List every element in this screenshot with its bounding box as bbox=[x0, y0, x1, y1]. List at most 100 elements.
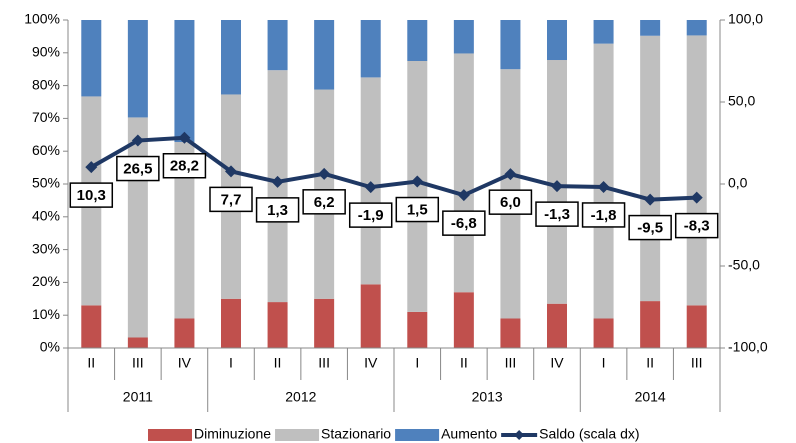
line-marker bbox=[644, 193, 657, 206]
data-label-box bbox=[116, 155, 160, 182]
data-label-box bbox=[302, 189, 346, 215]
x-tick-label: III bbox=[691, 355, 703, 371]
line-marker bbox=[551, 180, 563, 193]
y-tick-label: 0% bbox=[40, 339, 60, 355]
line-marker bbox=[318, 167, 331, 180]
line-marker bbox=[411, 175, 424, 188]
data-label: 1,3 bbox=[267, 202, 288, 219]
line-marker bbox=[178, 131, 191, 144]
line-marker bbox=[504, 168, 517, 181]
y2-tick-label: 50,0 bbox=[728, 93, 755, 109]
bar-segment bbox=[267, 20, 288, 71]
x-tick-label: III bbox=[318, 355, 330, 371]
legend-marker bbox=[514, 430, 525, 440]
y-tick-label: 30% bbox=[32, 240, 60, 256]
data-label-box bbox=[628, 214, 672, 241]
data-label-box bbox=[162, 153, 207, 179]
data-label-box bbox=[442, 210, 486, 236]
data-label: -1,8 bbox=[591, 207, 617, 224]
year-label: 2013 bbox=[472, 389, 503, 405]
bar-segment bbox=[640, 301, 661, 348]
data-label: -6,8 bbox=[451, 215, 477, 232]
line bbox=[90, 135, 697, 202]
line-marker bbox=[690, 191, 703, 204]
data-label-box bbox=[395, 196, 440, 223]
data-label: -8,3 bbox=[684, 218, 710, 235]
y2-tick-label: -100,0 bbox=[728, 339, 768, 355]
x-tick-label: I bbox=[415, 355, 419, 371]
bar-segment bbox=[360, 20, 381, 78]
line-marker bbox=[225, 165, 237, 178]
bar-segment bbox=[453, 20, 474, 54]
y-tick-label: 90% bbox=[32, 44, 60, 60]
legend-swatch bbox=[395, 429, 440, 441]
data-label-box bbox=[488, 189, 533, 215]
bar-segment bbox=[174, 142, 195, 319]
bar-segment bbox=[686, 305, 707, 348]
x-tick-label: I bbox=[602, 355, 606, 371]
data-label: 1,5 bbox=[407, 202, 428, 219]
bar-segment bbox=[500, 20, 521, 70]
year-label: 2012 bbox=[285, 389, 316, 405]
bar-segment bbox=[686, 20, 707, 36]
y-tick-label: 100% bbox=[24, 11, 60, 27]
x-tick-label: II bbox=[646, 355, 654, 371]
data-label: 28,2 bbox=[170, 158, 199, 175]
bar-segment bbox=[547, 303, 567, 348]
y-tick-label: 10% bbox=[32, 306, 60, 322]
bar-segment bbox=[174, 318, 195, 348]
legend-label: Stazionario bbox=[321, 426, 391, 442]
bar-segment bbox=[500, 318, 521, 348]
y-tick-label: 70% bbox=[32, 109, 60, 125]
legend-label: Diminuzione bbox=[194, 426, 271, 442]
data-label-box bbox=[255, 197, 300, 223]
data-label-box bbox=[69, 182, 114, 208]
bar-segment bbox=[174, 20, 195, 143]
year-label: 2011 bbox=[123, 389, 153, 405]
data-label: -1,3 bbox=[544, 206, 570, 223]
line-marker bbox=[85, 161, 98, 174]
data-label: -1,9 bbox=[358, 207, 384, 224]
bar-segment bbox=[453, 53, 474, 293]
bar-segment bbox=[81, 305, 102, 348]
x-tick-label: III bbox=[132, 355, 144, 371]
bar-segment bbox=[267, 302, 288, 348]
x-tick-label: IV bbox=[178, 355, 192, 371]
x-tick-label: I bbox=[229, 355, 233, 371]
legend-swatch bbox=[148, 429, 192, 441]
data-label-box bbox=[348, 202, 393, 228]
x-tick-label: IV bbox=[550, 355, 564, 371]
data-label: 7,7 bbox=[221, 191, 242, 208]
bar-segment bbox=[547, 20, 567, 61]
bar-segment bbox=[221, 298, 241, 348]
x-tick-label: IV bbox=[364, 355, 378, 371]
line-marker bbox=[271, 175, 284, 188]
y-tick-label: 50% bbox=[32, 175, 60, 191]
bar-segment bbox=[127, 20, 148, 118]
data-label: 26,5 bbox=[123, 161, 152, 178]
bar-segment bbox=[407, 311, 428, 348]
year-label: 2014 bbox=[635, 389, 666, 405]
y2-tick-label: -50,0 bbox=[728, 257, 760, 273]
bar-segment bbox=[314, 298, 335, 348]
y-tick-label: 60% bbox=[32, 142, 60, 158]
bar-segment bbox=[686, 35, 707, 306]
x-tick-label: II bbox=[87, 355, 95, 371]
line-marker bbox=[364, 181, 377, 194]
data-label: 10,3 bbox=[77, 187, 106, 204]
legend-label: Saldo (scala dx) bbox=[539, 426, 639, 442]
y2-tick-label: 0,0 bbox=[728, 175, 748, 191]
bar-segment bbox=[360, 77, 381, 285]
bar-segment bbox=[640, 20, 661, 36]
line-marker bbox=[457, 189, 470, 202]
legend-label: Aumento bbox=[441, 426, 497, 442]
y2-tick-label: 100,0 bbox=[728, 11, 763, 27]
line-marker bbox=[597, 180, 610, 193]
data-label-box bbox=[535, 201, 579, 227]
y-tick-label: 40% bbox=[32, 208, 60, 224]
line-marker bbox=[131, 134, 144, 147]
bar-segment bbox=[593, 20, 614, 44]
x-tick-label: III bbox=[505, 355, 517, 371]
legend-swatch bbox=[275, 429, 320, 441]
